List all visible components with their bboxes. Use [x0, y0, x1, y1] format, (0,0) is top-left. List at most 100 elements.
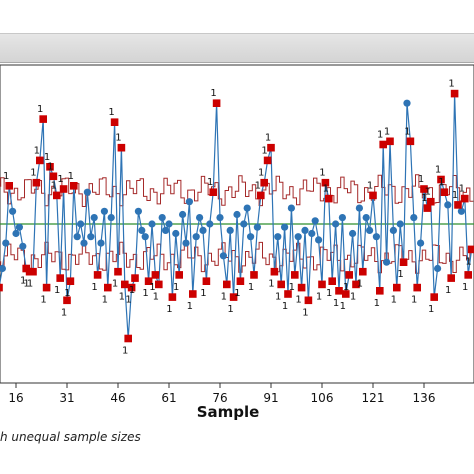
out-of-control-label: 1 — [129, 285, 135, 296]
out-of-control-point — [155, 280, 163, 289]
out-of-control-label: 1 — [34, 145, 40, 156]
out-of-control-label: 1 — [122, 346, 128, 357]
out-of-control-label: 1 — [119, 291, 125, 302]
lower-control-limit — [0, 241, 474, 274]
out-of-control-label: 1 — [61, 307, 67, 318]
out-of-control-label: 1 — [210, 88, 216, 99]
out-of-control-label: 1 — [404, 126, 410, 137]
data-point — [148, 220, 156, 228]
out-of-control-point — [437, 175, 445, 184]
out-of-control-point — [59, 185, 68, 193]
out-of-control-point — [413, 283, 421, 292]
out-of-control-point — [420, 185, 428, 193]
out-of-control-point — [267, 143, 275, 152]
out-of-control-point — [110, 118, 119, 126]
out-of-control-label: 1 — [51, 180, 57, 191]
out-of-control-label: 1 — [323, 184, 329, 195]
out-of-control-point — [321, 178, 330, 187]
out-of-control-label: 1 — [248, 282, 254, 293]
out-of-control-point — [212, 99, 221, 107]
out-of-control-point — [325, 194, 333, 203]
data-point — [287, 204, 295, 212]
out-of-control-label: 1 — [153, 291, 159, 302]
out-of-control-label: 1 — [115, 133, 121, 144]
out-of-control-label: 1 — [384, 126, 390, 137]
out-of-control-label: 1 — [397, 269, 403, 280]
data-point — [107, 214, 115, 222]
out-of-control-label: 1 — [421, 193, 427, 204]
out-of-control-label: 1 — [316, 291, 322, 302]
data-point — [362, 214, 370, 222]
out-of-control-label: 1 — [207, 177, 213, 188]
out-of-control-label: 1 — [357, 279, 363, 290]
out-of-control-point — [168, 293, 177, 301]
out-of-control-label: 1 — [166, 304, 172, 315]
out-of-control-label: 1 — [425, 187, 431, 198]
out-of-control-point — [369, 191, 377, 200]
out-of-control-point — [32, 178, 41, 187]
out-of-control-point — [461, 194, 469, 203]
out-of-control-label: 1 — [391, 295, 397, 306]
out-of-control-point — [263, 156, 272, 165]
out-of-control-point — [131, 274, 139, 282]
data-point — [15, 223, 23, 231]
data-point — [77, 220, 85, 228]
data-point — [247, 233, 255, 241]
out-of-control-point — [359, 267, 367, 276]
data-point — [383, 258, 391, 266]
out-of-control-label: 1 — [112, 279, 118, 290]
out-of-control-point — [450, 89, 459, 98]
out-of-control-point — [297, 283, 306, 292]
out-of-control-label: 1 — [187, 301, 193, 312]
data-point — [281, 223, 289, 231]
x-tick-label: 61 — [161, 391, 176, 405]
out-of-control-label: 1 — [142, 288, 148, 299]
out-of-control-label: 1 — [333, 298, 339, 309]
out-of-control-label: 1 — [40, 295, 46, 306]
out-of-control-point — [423, 204, 432, 212]
out-of-control-label: 1 — [37, 104, 43, 115]
out-of-control-point — [223, 280, 231, 289]
data-point — [19, 242, 27, 250]
out-of-control-point — [56, 274, 64, 282]
out-of-control-label: 1 — [302, 307, 308, 318]
out-of-control-point — [0, 283, 3, 292]
data-point — [196, 214, 204, 222]
out-of-control-label: 1 — [289, 282, 295, 293]
out-of-control-point — [260, 178, 268, 187]
out-of-control-point — [257, 191, 265, 200]
data-point — [434, 264, 442, 273]
out-of-control-label: 1 — [102, 295, 108, 306]
data-point — [338, 214, 346, 222]
footnote: h unequal sample sizes — [0, 430, 141, 444]
out-of-control-label: 1 — [47, 161, 53, 172]
out-of-control-point — [345, 271, 353, 279]
out-of-control-point — [104, 283, 112, 292]
out-of-control-label: 1 — [350, 291, 356, 302]
out-of-control-point — [127, 283, 136, 292]
out-of-control-point — [189, 290, 197, 298]
out-of-control-point — [39, 115, 47, 123]
out-of-control-label: 1 — [44, 152, 50, 163]
out-of-control-point — [454, 201, 462, 209]
x-axis: 16 31 46 61 76 91 106 121 136 — [8, 383, 435, 405]
out-of-control-label: 1 — [343, 282, 349, 293]
out-of-control-point — [93, 271, 102, 279]
out-of-control-point — [270, 267, 279, 276]
out-of-control-label: 1 — [462, 282, 468, 293]
data-point — [410, 214, 418, 222]
out-of-control-point — [42, 283, 51, 292]
x-tick-label: 31 — [59, 391, 74, 405]
out-of-control-point — [406, 137, 415, 146]
out-of-control-point — [277, 280, 285, 289]
out-of-control-label: 1 — [448, 79, 454, 90]
data-point — [216, 214, 224, 222]
out-of-control-label: 1 — [54, 285, 60, 296]
out-of-control-label: 1 — [234, 288, 240, 299]
out-of-control-point — [175, 271, 183, 279]
out-of-control-point — [29, 267, 37, 276]
data-point — [134, 207, 142, 215]
out-of-control-point — [393, 283, 401, 292]
data-point — [355, 204, 363, 212]
